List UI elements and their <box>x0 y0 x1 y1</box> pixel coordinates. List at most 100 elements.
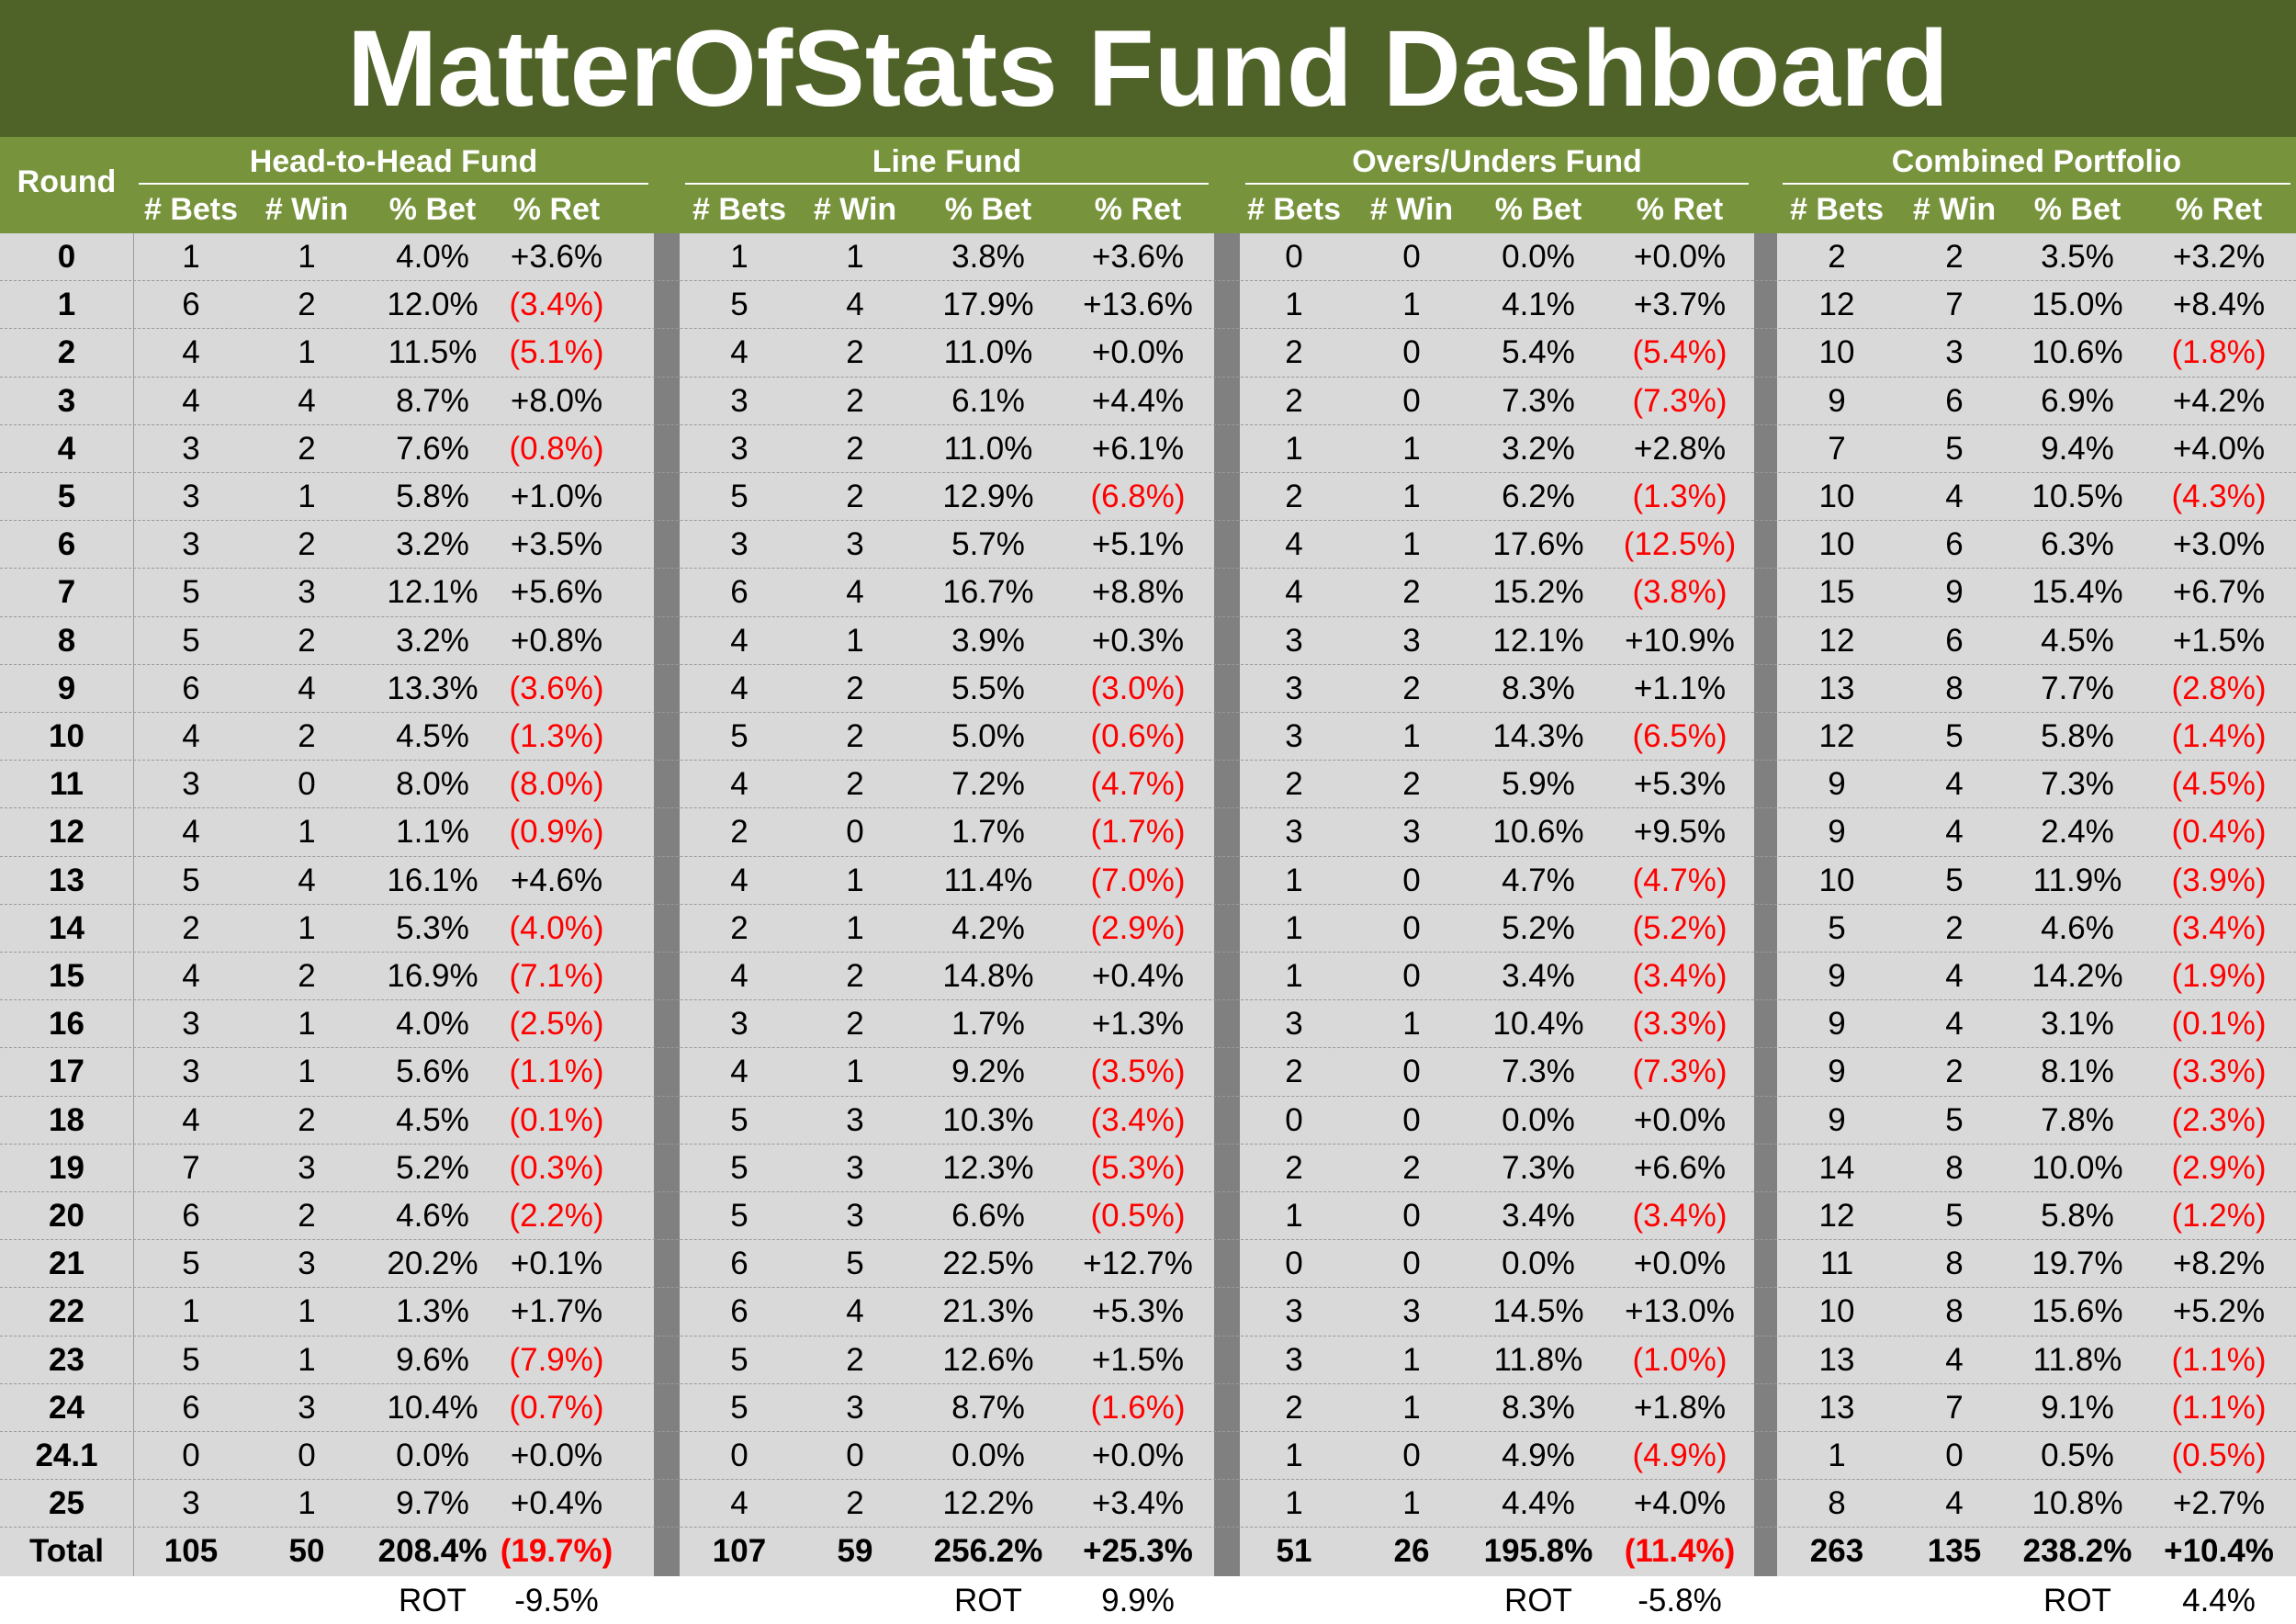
overs-unders-bets-cell: 3 <box>1285 814 1303 851</box>
head-to-head-pct-bet-cell: 5.2% <box>396 1149 469 1186</box>
head-to-head-win-cell: 2 <box>298 718 316 754</box>
line-pct-bet-cell: 21.3% <box>942 1293 1034 1330</box>
overs-unders-bets-cell: 51 <box>1276 1533 1312 1570</box>
combined-pct-bet-cell: 3.1% <box>2041 1006 2114 1043</box>
line-pct-bet-cell: 8.7% <box>951 1389 1025 1426</box>
line-pct-bet-cell: 1.7% <box>951 814 1025 851</box>
table-row: 16 3 1 4.0% (2.5%) 3 2 1.7% +1.3% 3 1 10.4% (3.3%) 9 4… <box>0 1000 2296 1049</box>
column-header-bets: # Bets <box>1789 192 1885 227</box>
overs-unders-pct-ret-cell: (3.4%) <box>1632 958 1728 994</box>
combined-bets-cell: 10 <box>1818 1293 1855 1330</box>
combined-pct-ret-cell: (3.4%) <box>2171 909 2267 946</box>
line-pct-ret-cell: +5.1% <box>1091 526 1185 563</box>
overs-unders-pct-ret-cell: +0.0% <box>1633 1246 1727 1282</box>
line-pct-ret-cell: (5.3%) <box>1090 1149 1186 1186</box>
line-win-cell: 4 <box>846 574 864 611</box>
line-pct-ret-cell: (1.7%) <box>1090 814 1186 851</box>
combined-pct-bet-cell: 4.6% <box>2041 909 2114 946</box>
head-to-head-bets-cell: 4 <box>182 382 200 419</box>
combined-bets-cell: 10 <box>1818 479 1855 514</box>
combined-pct-ret-cell: +2.7% <box>2172 1485 2266 1522</box>
combined-bets-cell: 7 <box>1828 430 1846 467</box>
panel-head-to-head <box>133 233 654 1576</box>
head-to-head-pct-bet-cell: 11.5% <box>388 334 478 371</box>
combined-pct-bet-cell: 10.8% <box>2032 1485 2123 1522</box>
combined-win-cell: 8 <box>1945 670 1964 706</box>
overs-unders-bets-cell: 1 <box>1285 1485 1303 1522</box>
round-cell: 22 <box>49 1293 84 1330</box>
combined-pct-bet-cell: 14.2% <box>2032 958 2123 994</box>
combined-win-cell: 4 <box>1945 1485 1964 1522</box>
combined-win-cell: 5 <box>1945 430 1964 467</box>
table-row: 0 1 1 4.0% +3.6% 1 1 3.8% +3.6% 0 0 0.0% +0.0% 2 2 3.5%… <box>0 233 2296 282</box>
line-pct-bet-cell: 17.9% <box>942 287 1034 323</box>
line-pct-bet-cell: 0.0% <box>951 1438 1025 1473</box>
line-bets-cell: 6 <box>730 1293 748 1330</box>
head-to-head-win-cell: 0 <box>298 1438 316 1473</box>
rot-value-combined: 4.4% <box>2182 1583 2256 1618</box>
head-to-head-win-cell: 1 <box>298 479 316 514</box>
head-to-head-pct-ret-cell: +0.8% <box>510 622 603 659</box>
overs-unders-bets-cell: 2 <box>1285 382 1303 419</box>
overs-unders-win-cell: 0 <box>1402 382 1421 419</box>
combined-pct-ret-cell: (2.9%) <box>2171 1149 2267 1186</box>
line-pct-ret-cell: +4.4% <box>1091 382 1185 419</box>
combined-bets-cell: 10 <box>1818 526 1855 563</box>
table-row: 3 4 4 8.7% +8.0% 3 2 6.1% +4.4% 2 0 7.3% (7.3%) 9 6 6.9… <box>0 378 2296 425</box>
overs-unders-pct-bet-cell: 3.2% <box>1502 430 1575 467</box>
round-cell: 10 <box>49 718 84 754</box>
combined-win-cell: 135 <box>1927 1533 1982 1570</box>
line-win-cell: 1 <box>846 239 864 275</box>
head-to-head-bets-cell: 4 <box>182 334 200 371</box>
line-pct-ret-cell: +0.3% <box>1091 622 1185 659</box>
line-bets-cell: 4 <box>730 862 748 898</box>
head-to-head-win-cell: 1 <box>298 1293 316 1330</box>
line-win-cell: 2 <box>846 1485 864 1522</box>
head-to-head-bets-cell: 4 <box>182 958 200 994</box>
combined-pct-bet-cell: 9.4% <box>2041 430 2114 467</box>
combined-win-cell: 4 <box>1945 766 1964 803</box>
line-pct-bet-cell: 5.0% <box>951 718 1025 754</box>
overs-unders-pct-bet-cell: 4.7% <box>1502 862 1575 898</box>
line-win-cell: 59 <box>837 1533 873 1570</box>
combined-bets-cell: 13 <box>1818 1389 1855 1426</box>
overs-unders-bets-cell: 1 <box>1285 862 1303 898</box>
overs-unders-pct-ret-cell: +3.7% <box>1633 287 1727 323</box>
head-to-head-win-cell: 2 <box>298 430 316 467</box>
overs-unders-win-cell: 3 <box>1402 1293 1421 1330</box>
column-header-pct-ret: % Ret <box>1094 192 1182 227</box>
combined-pct-bet-cell: 11.8% <box>2032 1341 2122 1378</box>
head-to-head-bets-cell: 6 <box>182 287 200 323</box>
head-to-head-win-cell: 3 <box>298 1246 316 1282</box>
table-row: 19 7 3 5.2% (0.3%) 5 3 12.3% (5.3%) 2 2 7.3% +6.6% 14… <box>0 1145 2296 1192</box>
table-row: 25 3 1 9.7% +0.4% 4 2 12.2% +3.4% 1 1 4.4% +4.0% 8 4 10… <box>0 1480 2296 1528</box>
line-bets-cell: 0 <box>730 1438 748 1473</box>
overs-unders-win-cell: 0 <box>1402 1246 1421 1282</box>
overs-unders-pct-ret-cell: +5.3% <box>1633 766 1727 803</box>
line-bets-cell: 4 <box>730 622 748 659</box>
table-row: 7 5 3 12.1% +5.6% 6 4 16.7% +8.8% 4 2 15.2% (3.8%) 15… <box>0 569 2296 617</box>
group-underline <box>685 183 1209 185</box>
head-to-head-pct-ret-cell: (0.8%) <box>509 430 604 467</box>
head-to-head-bets-cell: 3 <box>182 479 200 514</box>
line-win-cell: 2 <box>846 479 864 514</box>
combined-pct-ret-cell: +8.2% <box>2172 1246 2266 1282</box>
line-pct-bet-cell: 6.6% <box>951 1198 1025 1234</box>
panel-overs-unders <box>1240 233 1754 1576</box>
line-pct-bet-cell: 3.8% <box>951 239 1025 275</box>
line-pct-ret-cell: +5.3% <box>1091 1293 1185 1330</box>
line-bets-cell: 5 <box>730 1341 748 1378</box>
overs-unders-pct-ret-cell: (4.9%) <box>1632 1438 1728 1473</box>
overs-unders-pct-bet-cell: 4.9% <box>1502 1438 1575 1473</box>
round-cell: 4 <box>57 430 76 467</box>
overs-unders-bets-cell: 1 <box>1285 909 1303 946</box>
overs-unders-pct-ret-cell: (7.3%) <box>1632 1054 1728 1090</box>
round-cell: 8 <box>57 622 76 659</box>
combined-pct-bet-cell: 7.8% <box>2041 1101 2114 1138</box>
overs-unders-bets-cell: 2 <box>1285 766 1303 803</box>
line-bets-cell: 4 <box>730 1485 748 1522</box>
line-pct-bet-cell: 14.8% <box>942 958 1034 994</box>
head-to-head-win-cell: 2 <box>298 1101 316 1138</box>
combined-pct-ret-cell: (4.3%) <box>2171 479 2267 514</box>
overs-unders-win-cell: 1 <box>1402 1006 1421 1043</box>
